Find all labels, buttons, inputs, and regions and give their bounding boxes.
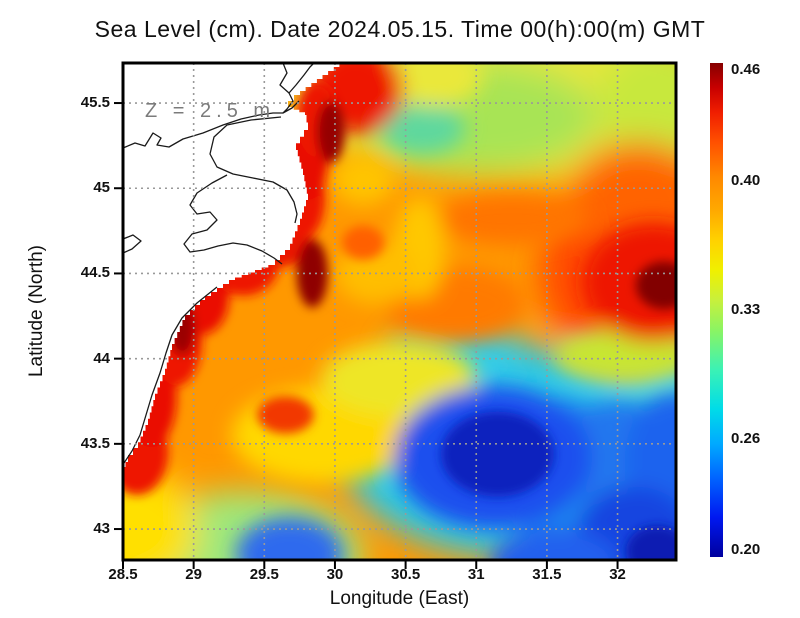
depth-annotation: Z = 2.5 m: [145, 100, 276, 122]
y-tick-label: 43.5: [80, 434, 110, 452]
field-blob: [296, 239, 328, 308]
x-tick-label: 29.5: [249, 566, 279, 583]
heatmap-field: [123, 63, 676, 560]
colorbar: [710, 63, 723, 557]
field-blob: [626, 525, 676, 560]
sea-level-map: [114, 61, 678, 569]
x-tick-label: 30.5: [390, 566, 421, 583]
coastline: [123, 63, 315, 464]
colorbar-tick-label: 0.33: [731, 301, 761, 318]
colorbar-tick-label: 0.26: [731, 430, 761, 448]
y-tick-label: 44.5: [80, 264, 110, 282]
coastline-path: [282, 92, 300, 114]
x-tick-label: 31.5: [532, 566, 562, 583]
field-blob: [320, 341, 477, 417]
field-blob: [635, 261, 676, 310]
field-blob: [380, 103, 465, 155]
coastline-path: [123, 286, 218, 464]
field-blob: [553, 327, 676, 383]
land-mask: [123, 63, 345, 472]
coastline-path: [279, 63, 315, 94]
x-tick-label: 30: [326, 566, 344, 583]
field-blob: [490, 529, 618, 560]
x-tick-label: 29: [185, 566, 202, 583]
field-blob: [316, 101, 345, 163]
field-blob: [440, 411, 554, 497]
x-axis-label: Longitude (East): [329, 588, 470, 609]
field-blob: [384, 63, 484, 107]
field-blob: [596, 63, 676, 163]
y-tick-label: 43: [93, 520, 110, 538]
colorbar-tick-label: 0.20: [731, 541, 761, 558]
field-blob: [342, 225, 385, 260]
y-tick-label: 45: [93, 179, 110, 197]
field-blob: [433, 193, 590, 245]
x-tick-label: 31: [467, 566, 485, 583]
coastline-path: [183, 174, 283, 265]
colorbar-tick-label: 0.40: [731, 171, 761, 189]
y-tick-label: 45.5: [80, 94, 110, 112]
grid-lines: [123, 63, 676, 560]
x-tick-label: 32: [609, 566, 626, 583]
coastline-path: [209, 116, 298, 224]
field-blob: [257, 396, 314, 434]
plot-border: [121, 61, 678, 562]
colorbar-tick-label: 0.46: [731, 61, 761, 78]
field-blob: [332, 154, 395, 206]
coastline-path: [123, 234, 142, 254]
plot-title: Sea Level (cm). Date 2024.05.15. Time 00…: [94, 16, 706, 42]
field-blob: [236, 517, 344, 560]
field-blob: [582, 222, 676, 342]
y-axis-label: Latitude (North): [26, 244, 47, 378]
x-tick-label: 28.5: [108, 566, 138, 583]
y-tick-label: 44: [93, 349, 110, 367]
coastline-path: [123, 112, 283, 149]
